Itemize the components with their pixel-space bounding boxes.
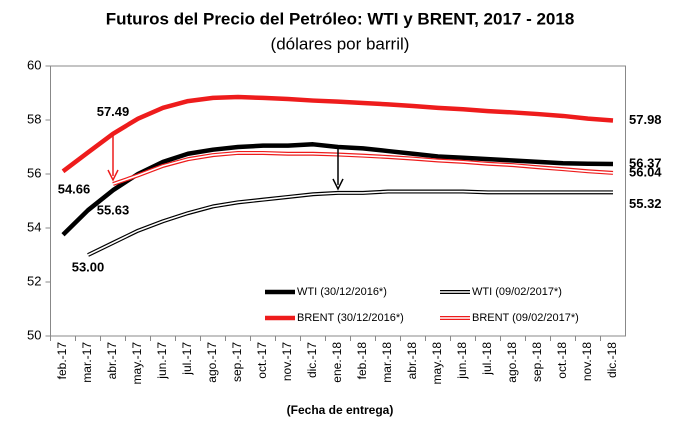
x-tick-label: feb.-18 xyxy=(355,342,369,380)
line xyxy=(112,150,614,186)
x-tick-label: sep.-17 xyxy=(230,342,244,382)
data-label: 57.49 xyxy=(97,104,130,119)
data-label: 54.66 xyxy=(58,182,91,197)
x-tick-label: oct.-18 xyxy=(555,342,569,379)
x-tick-label: dic.-18 xyxy=(605,342,619,378)
line-inner xyxy=(112,152,614,185)
chart-subtitle: (dólares por barril) xyxy=(271,34,410,53)
x-tick-label: jun.-18 xyxy=(455,342,469,380)
x-tick-label: mar.-17 xyxy=(80,342,94,383)
y-tick-label: 56 xyxy=(27,165,41,180)
x-tick-label: nov.-17 xyxy=(280,342,294,381)
data-label: 57.98 xyxy=(629,112,662,127)
legend-label: BRENT (09/02/2017*) xyxy=(472,312,579,324)
chart-title: Futuros del Precio del Petróleo: WTI y B… xyxy=(106,9,575,28)
y-tick-label: 50 xyxy=(27,327,41,342)
data-label: 53.00 xyxy=(72,259,105,274)
x-tick-label: nov.-18 xyxy=(580,342,594,381)
arrow-head xyxy=(332,178,344,191)
legend-label: WTI (09/02/2017*) xyxy=(472,286,562,298)
x-tick-label: ago.-18 xyxy=(505,342,519,383)
x-tick-label: ene.-18 xyxy=(330,342,344,383)
data-label: 56.04 xyxy=(629,164,662,179)
arrow-head xyxy=(107,169,119,182)
x-tick-label: mar.-18 xyxy=(380,342,394,383)
y-tick-label: 54 xyxy=(27,219,41,234)
x-tick-label: sep.-18 xyxy=(530,342,544,382)
x-tick-label: oct.-17 xyxy=(255,342,269,379)
line xyxy=(87,189,613,257)
x-tick-label: abr.-18 xyxy=(405,342,419,380)
x-axis-label: (Fecha de entrega) xyxy=(287,403,394,417)
x-tick-label: may.-17 xyxy=(130,342,144,385)
x-tick-label: feb.-17 xyxy=(55,342,69,380)
legend-label: WTI (30/12/2016*) xyxy=(297,286,387,298)
x-tick-label: jul.-18 xyxy=(480,342,494,376)
data-label: 55.32 xyxy=(629,196,662,211)
x-tick-label: jul.-17 xyxy=(180,342,194,376)
y-tick-label: 58 xyxy=(27,111,41,126)
legend-label: BRENT (30/12/2016*) xyxy=(297,312,404,324)
x-tick-label: may.-18 xyxy=(430,342,444,385)
x-tick-label: abr.-17 xyxy=(105,342,119,380)
line xyxy=(61,94,614,174)
x-tick-label: ago.-17 xyxy=(205,342,219,383)
x-tick-label: dic.-17 xyxy=(305,342,319,378)
line-inner xyxy=(87,190,613,256)
data-label: 55.63 xyxy=(97,202,130,217)
data-label: 56.37 xyxy=(629,155,662,170)
plot-frame xyxy=(50,65,626,337)
x-tick-label: jun.-17 xyxy=(155,342,169,380)
y-tick-label: 60 xyxy=(27,57,41,72)
y-tick-label: 52 xyxy=(27,273,41,288)
